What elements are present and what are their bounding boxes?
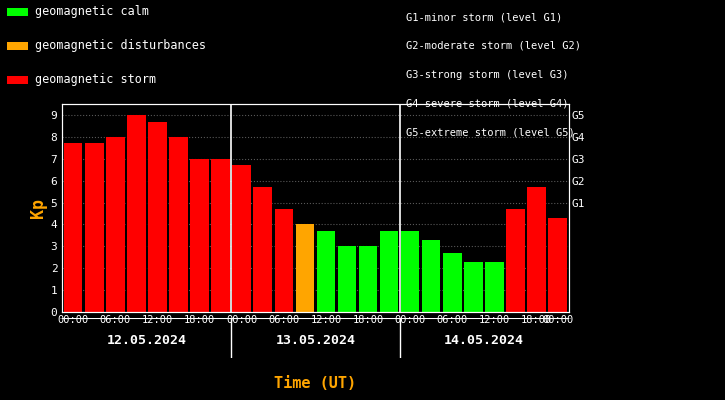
Text: G5-extreme storm (level G5): G5-extreme storm (level G5) bbox=[406, 127, 575, 137]
Bar bbox=[443, 253, 462, 312]
Bar bbox=[64, 144, 83, 312]
Bar bbox=[464, 262, 483, 312]
Bar bbox=[275, 209, 293, 312]
Bar bbox=[506, 209, 525, 312]
Bar bbox=[401, 231, 419, 312]
Bar bbox=[190, 159, 209, 312]
Bar bbox=[380, 231, 398, 312]
Bar bbox=[127, 115, 146, 312]
Bar bbox=[527, 187, 546, 312]
Bar bbox=[212, 159, 230, 312]
Bar bbox=[233, 165, 251, 312]
Text: 12.05.2024: 12.05.2024 bbox=[107, 334, 187, 346]
Bar bbox=[106, 137, 125, 312]
Bar bbox=[422, 240, 441, 312]
Bar bbox=[338, 246, 356, 312]
Bar bbox=[169, 137, 188, 312]
Bar bbox=[148, 122, 167, 312]
Text: G4-severe storm (level G4): G4-severe storm (level G4) bbox=[406, 98, 568, 108]
Text: G3-strong storm (level G3): G3-strong storm (level G3) bbox=[406, 70, 568, 80]
Text: G1-minor storm (level G1): G1-minor storm (level G1) bbox=[406, 12, 563, 22]
Bar bbox=[485, 262, 504, 312]
Text: geomagnetic calm: geomagnetic calm bbox=[35, 6, 149, 18]
Text: 13.05.2024: 13.05.2024 bbox=[276, 334, 355, 346]
Bar bbox=[548, 218, 567, 312]
Text: geomagnetic disturbances: geomagnetic disturbances bbox=[35, 40, 206, 52]
Text: Time (UT): Time (UT) bbox=[274, 376, 357, 391]
Bar bbox=[296, 224, 314, 312]
Y-axis label: Kp: Kp bbox=[28, 198, 46, 218]
Text: 14.05.2024: 14.05.2024 bbox=[444, 334, 524, 346]
Text: G2-moderate storm (level G2): G2-moderate storm (level G2) bbox=[406, 41, 581, 51]
Bar bbox=[85, 144, 104, 312]
Bar bbox=[317, 231, 335, 312]
Bar bbox=[359, 246, 377, 312]
Bar bbox=[254, 187, 272, 312]
Text: geomagnetic storm: geomagnetic storm bbox=[35, 74, 156, 86]
